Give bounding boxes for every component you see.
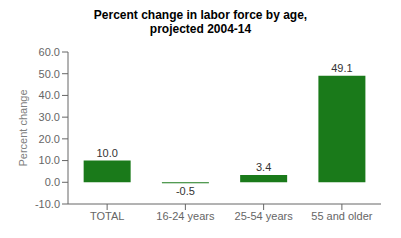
svg-text:10.0: 10.0 [96, 147, 117, 159]
html-text:Percent change in labor force: Percent change in labor force by age, pr… [93, 8, 308, 36]
svg-text:10.0: 10.0 [39, 154, 60, 166]
svg-text:55 and older: 55 and older [311, 210, 372, 222]
svg-text:TOTAL: TOTAL [90, 210, 124, 222]
svg-text:3.4: 3.4 [256, 161, 271, 173]
svg-text:30.0: 30.0 [39, 111, 60, 123]
svg-text:60.0: 60.0 [39, 46, 60, 58]
svg-text:-0.5: -0.5 [176, 185, 195, 197]
svg-text:25-54 years: 25-54 years [235, 210, 294, 222]
svg-text:-10.0: -10.0 [35, 198, 60, 210]
svg-text:20.0: 20.0 [39, 133, 60, 145]
svg-text:49.1: 49.1 [331, 62, 352, 74]
svg-text:Percent change: Percent change [17, 89, 29, 166]
svg-text:0.0: 0.0 [45, 176, 60, 188]
svg-text:40.0: 40.0 [39, 89, 60, 101]
svg-text:16-24 years: 16-24 years [156, 210, 215, 222]
svg-text:50.0: 50.0 [39, 68, 60, 80]
